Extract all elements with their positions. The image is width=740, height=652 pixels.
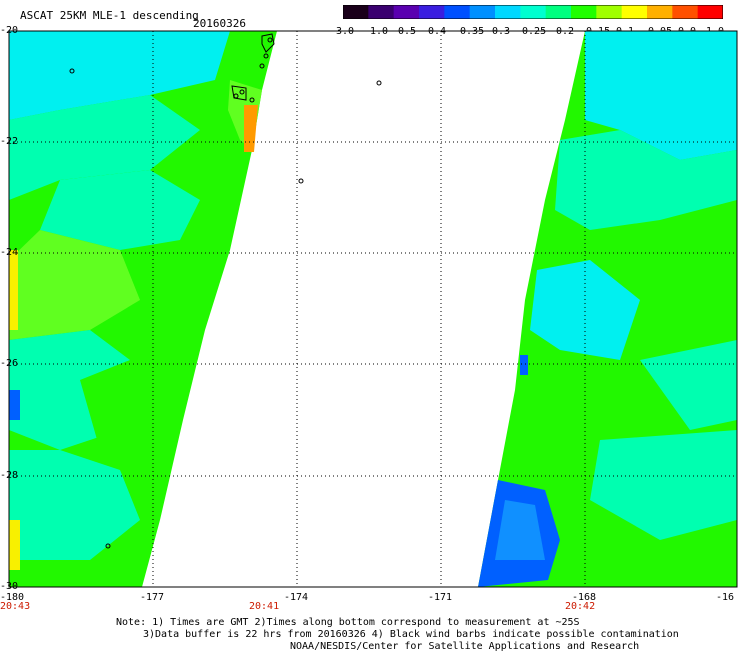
map-title: ASCAT 25KM MLE-1 descending xyxy=(20,9,199,22)
island-outline xyxy=(69,68,75,74)
swath-region xyxy=(530,260,640,360)
colorbar-swatch xyxy=(444,5,471,19)
island-outline xyxy=(231,85,247,101)
swath-region xyxy=(555,130,737,230)
graticule xyxy=(9,31,737,587)
swath-region xyxy=(495,500,545,560)
swath-region xyxy=(80,360,170,450)
note-line-2: 3)Data buffer is 22 hrs from 20160326 4)… xyxy=(143,629,679,640)
island-outline xyxy=(259,63,265,69)
latitude-label: -28 xyxy=(0,470,19,481)
longitude-label: -171 xyxy=(428,592,453,603)
island-outline xyxy=(298,178,304,184)
longitude-label: -177 xyxy=(140,592,165,603)
swath-region xyxy=(585,31,737,160)
island-outline xyxy=(239,89,245,95)
swath-region xyxy=(9,31,230,120)
island-outline xyxy=(249,97,255,103)
colorbar-swatch xyxy=(647,5,673,19)
latitude-label: -26 xyxy=(0,358,19,369)
swath-data xyxy=(9,31,737,587)
swath-region xyxy=(40,170,200,250)
map-frame xyxy=(8,30,738,588)
latitude-label: -24 xyxy=(0,247,19,258)
colorbar-swatch xyxy=(469,5,496,19)
latitude-label: -30 xyxy=(0,581,19,592)
coastlines xyxy=(69,33,382,549)
island-outline xyxy=(267,37,273,43)
swath-region xyxy=(9,230,140,340)
map-date: 20160326 xyxy=(193,17,246,30)
colorbar xyxy=(343,5,723,19)
longitude-label: -174 xyxy=(284,592,309,603)
time-label: 20:43 xyxy=(0,601,31,612)
swath-region xyxy=(244,105,258,152)
colorbar-swatch xyxy=(368,5,395,19)
colorbar-swatch xyxy=(545,5,572,19)
swath-region xyxy=(520,355,528,375)
latitude-label: -22 xyxy=(0,136,19,147)
time-label: 20:41 xyxy=(249,601,280,612)
longitude-label: -16 xyxy=(716,592,735,603)
island-outline xyxy=(105,543,111,549)
island-outline xyxy=(261,33,275,53)
colorbar-swatch xyxy=(495,5,521,19)
island-outline xyxy=(376,80,382,86)
colorbar-swatch xyxy=(596,5,623,19)
swath-region xyxy=(9,95,200,200)
colorbar-swatch xyxy=(419,5,445,19)
swath-region xyxy=(9,250,18,330)
colorbar-swatch xyxy=(571,5,597,19)
colorbar-swatch xyxy=(393,5,420,19)
note-line-3: NOAA/NESDIS/Center for Satellite Applica… xyxy=(290,641,640,652)
colorbar-swatch xyxy=(672,5,699,19)
colorbar-swatch xyxy=(621,5,648,19)
colorbar-swatch xyxy=(697,5,723,19)
note-line-1: Note: 1) Times are GMT 2)Times along bot… xyxy=(116,617,580,628)
swath-region xyxy=(9,450,140,560)
island-outline xyxy=(263,53,269,59)
longitude-label: -180 xyxy=(0,592,25,603)
swath-region xyxy=(590,430,737,540)
swath-region xyxy=(9,520,20,570)
latitude-label: -20 xyxy=(0,25,19,36)
time-label: 20:42 xyxy=(565,601,596,612)
colorbar-swatch xyxy=(343,5,369,19)
swath-region xyxy=(9,390,20,420)
swath-region xyxy=(640,340,737,430)
longitude-label: -168 xyxy=(572,592,597,603)
colorbar-swatch xyxy=(520,5,547,19)
